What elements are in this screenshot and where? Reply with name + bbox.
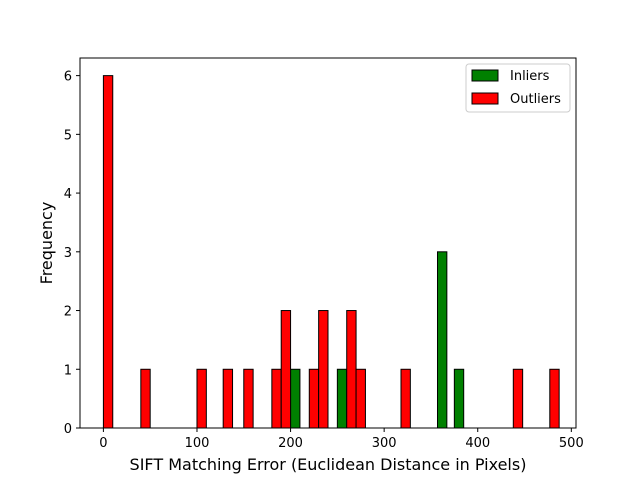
bar-inliers-1: [336, 368, 348, 429]
legend-swatch-outliers: [471, 92, 499, 105]
y-tick-label-4: 4: [64, 187, 72, 202]
bar-inliers-0: [290, 368, 301, 429]
legend-swatch-inliers: [471, 69, 499, 82]
bar-outliers-3: [222, 368, 234, 429]
bar-outliers-2: [196, 368, 207, 429]
bar-outliers-9: [346, 310, 357, 429]
bar-outliers-5: [271, 368, 282, 429]
x-tick-label-100: 100: [185, 436, 210, 451]
x-tick-label-400: 400: [465, 436, 490, 451]
bar-outliers-12: [512, 368, 524, 429]
bar-outliers-6: [280, 310, 292, 429]
bars-layer: [102, 75, 560, 429]
y-tick-label-6: 6: [64, 70, 72, 85]
bar-outliers-10: [355, 368, 366, 429]
x-axis-label: SIFT Matching Error (Euclidean Distance …: [130, 455, 527, 474]
y-tick-label-2: 2: [64, 305, 72, 320]
y-tick-label-0: 0: [64, 422, 72, 437]
bar-outliers-1: [140, 368, 151, 429]
bar-outliers-7: [308, 368, 320, 429]
y-tick-label-1: 1: [64, 363, 72, 378]
y-tick-label-3: 3: [64, 246, 72, 261]
axes-layer: 0 100 200 300 400 500 0 1 2 3 4 5 6: [64, 57, 584, 451]
bar-inliers-2: [436, 251, 448, 429]
plot-frame: [79, 57, 577, 429]
x-tick-label-500: 500: [559, 436, 584, 451]
bar-outliers-8: [318, 310, 329, 429]
bar-inliers-3: [453, 368, 465, 429]
y-tick-label-5: 5: [64, 128, 72, 143]
bar-outliers-0: [102, 75, 114, 429]
x-tick-label-200: 200: [278, 436, 303, 451]
x-tick-label-300: 300: [372, 436, 397, 451]
bar-outliers-11: [400, 368, 411, 429]
y-axis-label: Frequency: [37, 202, 56, 285]
legend: Inliers Outliers: [465, 63, 571, 113]
legend-label-outliers: Outliers: [510, 92, 561, 107]
bar-outliers-13: [549, 368, 560, 429]
bar-outliers-4: [243, 368, 254, 429]
legend-label-inliers: Inliers: [510, 69, 550, 84]
x-tick-label-0: 0: [99, 436, 107, 451]
